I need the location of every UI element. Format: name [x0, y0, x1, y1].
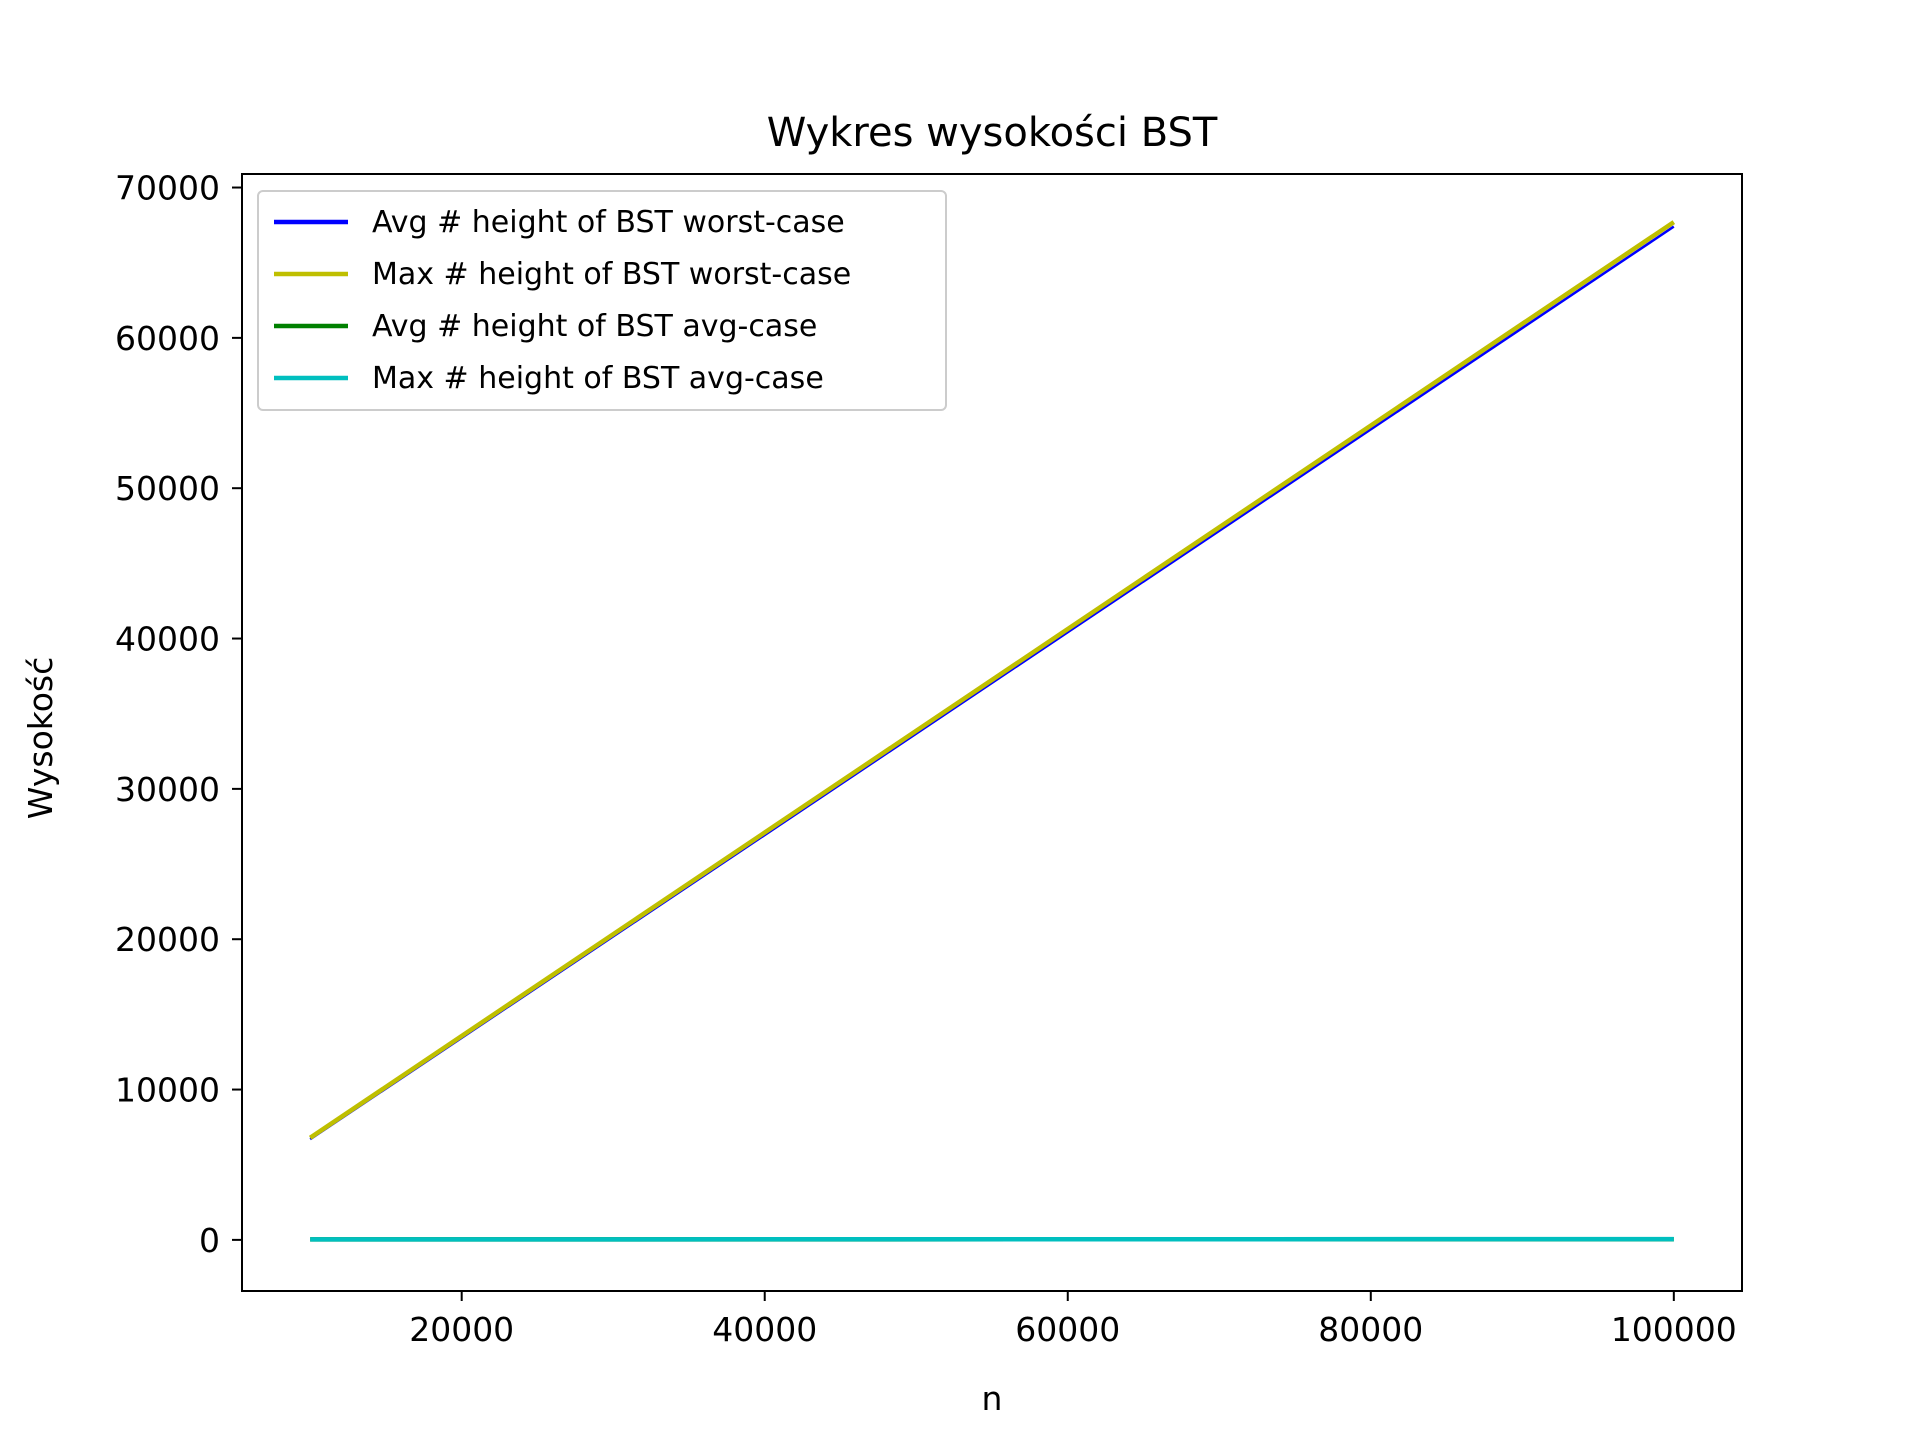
x-tick-label: 20000 — [409, 1310, 514, 1349]
y-tick-label: 30000 — [115, 770, 220, 809]
legend-label-2: Avg # height of BST avg-case — [372, 309, 817, 344]
y-axis-label: Wysokość — [21, 657, 60, 819]
y-tick-label: 20000 — [115, 920, 220, 959]
x-tick-label: 40000 — [712, 1310, 817, 1349]
y-tick-label: 60000 — [115, 319, 220, 358]
y-tick-label: 70000 — [115, 169, 220, 208]
x-tick-label: 100000 — [1611, 1310, 1737, 1349]
y-tick-label: 40000 — [115, 620, 220, 659]
legend: Avg # height of BST worst-case Max # heig… — [258, 191, 946, 410]
legend-label-1: Max # height of BST worst-case — [372, 257, 851, 292]
y-tick-label: 10000 — [115, 1071, 220, 1110]
legend-label-0: Avg # height of BST worst-case — [372, 205, 845, 240]
legend-label-3: Max # height of BST avg-case — [372, 361, 824, 396]
y-tick-label: 50000 — [115, 469, 220, 508]
x-tick-label: 80000 — [1318, 1310, 1423, 1349]
chart-title: Wykres wysokości BST — [767, 110, 1218, 156]
x-axis-label: n — [982, 1379, 1003, 1418]
y-tick-label: 0 — [199, 1221, 220, 1260]
x-tick-label: 60000 — [1015, 1310, 1120, 1349]
